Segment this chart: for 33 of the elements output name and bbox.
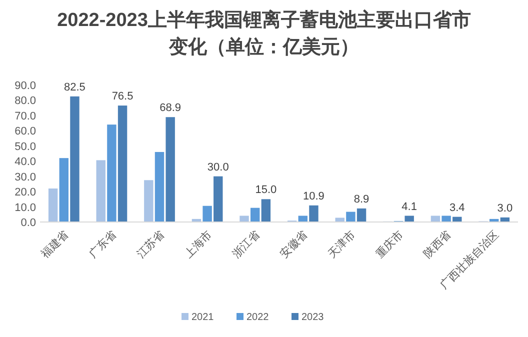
x-tick-label: 福建省	[38, 228, 72, 261]
data-label: 10.9	[303, 190, 324, 202]
y-tick-label: 30.0	[14, 171, 36, 184]
data-label: 3.0	[497, 202, 513, 214]
x-tick-label: 重庆市	[373, 228, 406, 261]
y-tick-label: 40.0	[14, 156, 36, 168]
x-tick-label: 广东省	[86, 228, 119, 261]
x-tick-label: 江苏省	[134, 228, 167, 261]
data-label: 3.4	[449, 202, 465, 214]
x-tick-label: 天津市	[325, 228, 358, 261]
x-tick-label: 上海市	[182, 228, 215, 261]
y-tick-label: 20.0	[14, 186, 36, 199]
y-tick-label: 70.0	[14, 110, 36, 122]
legend-label: 2023	[302, 312, 324, 323]
y-tick-label: 80.0	[14, 95, 36, 108]
y-tick-label: 10.0	[14, 202, 36, 214]
chart-title: 2022-2023上半年我国锂离子蓄电池主要出口省市变化（单位：亿美元）	[57, 9, 471, 58]
y-tick-label: 0.0	[20, 217, 36, 229]
data-label: 8.9	[354, 193, 370, 206]
data-label: 82.5	[64, 81, 86, 94]
data-label: 76.5	[112, 90, 134, 103]
y-tick-label: 90.0	[14, 80, 36, 92]
legend-label: 2022	[246, 312, 270, 323]
data-label: 15.0	[255, 184, 277, 196]
x-tick-label: 安徽省	[278, 228, 310, 261]
x-tick-label: 陕西省	[420, 228, 454, 261]
y-tick-label: 60.0	[14, 126, 36, 138]
data-label: 30.0	[207, 161, 229, 174]
x-tick-label: 浙江省	[230, 228, 262, 261]
legend-label: 2021	[192, 312, 214, 323]
data-label: 4.1	[402, 200, 417, 213]
data-label: 68.9	[160, 102, 182, 114]
y-tick-label: 50.0	[14, 140, 36, 153]
